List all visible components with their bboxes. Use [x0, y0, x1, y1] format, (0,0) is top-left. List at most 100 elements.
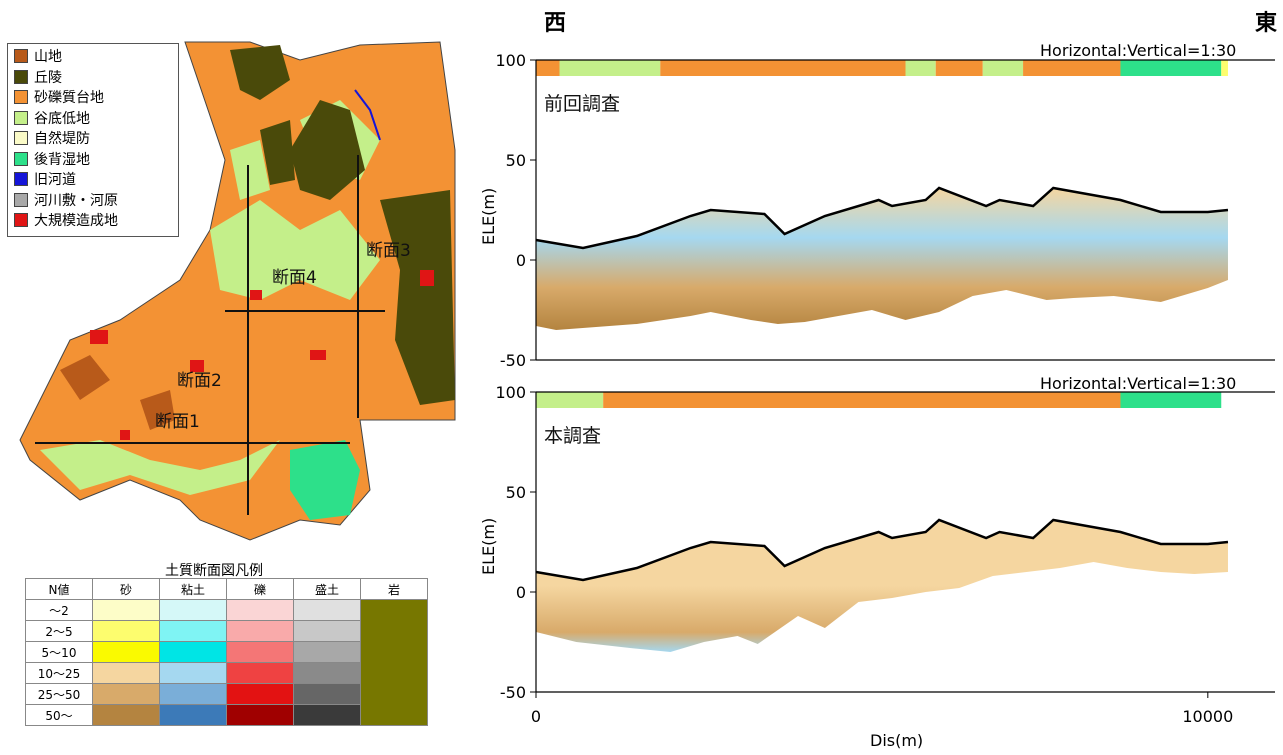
ground-surface-line	[535, 186, 1229, 250]
legend-item: 丘陵	[14, 68, 62, 86]
soil-color-cell	[159, 704, 227, 726]
soil-color-cell	[92, 662, 160, 684]
panel-title-bottom: 本調査	[544, 425, 601, 447]
legend-item: 河川敷・河原	[14, 191, 118, 209]
legend-swatch	[14, 131, 28, 145]
map-valley-lowland	[210, 200, 380, 300]
soil-color-cell	[293, 599, 361, 621]
soil-legend: 土質断面図凡例 N値砂粘土礫盛土岩 ～2 2～5 5～10 10～25 25～50 50～	[25, 560, 435, 746]
soil-color-cell	[159, 683, 227, 705]
soil-legend-header: 粘土	[159, 578, 227, 600]
soil-legend-table: N値砂粘土礫盛土岩 ～2 2～5 5～10 10～25 25～50 50～	[25, 578, 428, 726]
map-mountain	[140, 390, 175, 430]
section-label-1: 断面1	[155, 412, 200, 432]
soil-color-cell	[226, 662, 294, 684]
y-tick-label: 50	[506, 483, 526, 502]
geomorphology-bar-segment	[982, 60, 1024, 76]
soil-color-cell	[92, 599, 160, 621]
map-developed-land	[90, 330, 108, 344]
legend-label: 砂礫質台地	[34, 90, 104, 106]
n-value-cell: 50～	[25, 704, 93, 726]
soil-color-cell	[293, 704, 361, 726]
geomorphology-bar-segment	[603, 392, 1121, 408]
legend-swatch	[14, 213, 28, 227]
geomorphology-bar-segment	[559, 60, 661, 76]
map-developed-land	[310, 350, 326, 360]
geomorphology-map: 断面1 断面2 断面3 断面4 山地丘陵砂礫質台地谷底低地自然堤防後背湿地旧河道…	[0, 0, 460, 560]
soil-color-cell	[92, 641, 160, 663]
soil-color-cell	[293, 683, 361, 705]
soil-legend-header: 盛土	[293, 578, 361, 600]
x-tick-label: 0	[531, 707, 541, 726]
y-tick-label: 100	[495, 51, 526, 70]
map-hills	[230, 45, 290, 100]
subsurface-area	[536, 188, 1228, 330]
soil-legend-row: 2～5	[25, 620, 428, 642]
map-hills	[290, 100, 365, 200]
map-hills	[380, 190, 455, 405]
map-developed-land	[250, 290, 262, 300]
legend-item: 自然堤防	[14, 129, 90, 147]
panel-title-top: 前回調査	[544, 93, 620, 115]
section-label-3: 断面3	[366, 241, 411, 261]
legend-swatch	[14, 192, 28, 207]
soil-color-cell	[92, 704, 160, 726]
legend-label: 自然堤防	[34, 131, 90, 147]
geomorphology-bar-segment	[536, 60, 560, 76]
legend-item: 谷底低地	[14, 109, 90, 127]
legend-label: 谷底低地	[34, 110, 90, 127]
n-value-cell: 5～10	[25, 641, 93, 663]
legend-swatch	[14, 151, 28, 166]
legend-label: 旧河道	[34, 172, 76, 188]
geomorphology-bar-segment	[1120, 392, 1222, 408]
y-tick-label: 0	[516, 583, 526, 602]
legend-item: 旧河道	[14, 170, 76, 188]
map-hills	[260, 120, 295, 185]
map-canvas: 断面1 断面2 断面3 断面4	[19, 41, 456, 541]
legend-swatch	[14, 172, 28, 186]
soil-legend-title: 土質断面図凡例	[165, 563, 263, 579]
n-value-cell: 2～5	[25, 620, 93, 642]
legend-label: 河川敷・河原	[34, 192, 118, 209]
profile-chart-previous: -50 0 50 100	[495, 51, 1275, 370]
soil-color-cell	[159, 620, 227, 642]
map-developed-land	[120, 430, 130, 440]
legend-label: 丘陵	[34, 69, 62, 86]
soil-legend-header: N値	[25, 578, 93, 600]
ratio-label-bottom: Horizontal:Vertical=1:30	[1040, 374, 1236, 393]
geomorphology-bar-segment	[905, 60, 936, 76]
map-developed-land	[190, 360, 204, 372]
legend-item: 山地	[14, 47, 62, 65]
legend-item: 後背湿地	[14, 150, 90, 168]
soil-color-cell	[226, 641, 294, 663]
profiles-canvas: 西 東 Dis(m) ELE(m) ELE(m) Horizontal:Vert…	[479, 11, 1277, 750]
y-axis-label-bottom: ELE(m)	[479, 518, 498, 575]
legend-item: 大規模造成地	[14, 211, 118, 229]
soil-legend-header: 砂	[92, 578, 160, 600]
cross-section-profiles: 西 東 Dis(m) ELE(m) ELE(m) Horizontal:Vert…	[460, 0, 1283, 751]
soil-color-cell	[293, 620, 361, 642]
rock-color-cell	[360, 599, 428, 726]
x-axis-label: Dis(m)	[870, 731, 923, 750]
geomorphology-bar-segment	[1023, 60, 1121, 76]
soil-legend-header: 岩	[360, 578, 428, 600]
profile-chart-current: -50 0 50 100 0 10000	[495, 383, 1275, 726]
map-valley-lowland	[230, 140, 270, 200]
geomorphology-bar-segment	[1120, 60, 1222, 76]
n-value-cell: 25～50	[25, 683, 93, 705]
east-label: 東	[1255, 11, 1277, 36]
ratio-label-top: Horizontal:Vertical=1:30	[1040, 41, 1236, 60]
soil-color-cell	[293, 662, 361, 684]
y-tick-label: 0	[516, 251, 526, 270]
y-tick-label: -50	[500, 683, 526, 702]
section-label-4: 断面4	[272, 268, 317, 288]
soil-color-cell	[226, 704, 294, 726]
y-tick-label: 50	[506, 151, 526, 170]
legend-label: 山地	[34, 49, 62, 65]
geomorphology-bar-segment	[536, 392, 604, 408]
map-old-river	[354, 89, 381, 141]
map-mountain	[60, 355, 110, 400]
legend-label: 後背湿地	[34, 151, 90, 168]
landform-legend: 山地丘陵砂礫質台地谷底低地自然堤防後背湿地旧河道河川敷・河原大規模造成地	[7, 43, 179, 237]
soil-color-cell	[159, 641, 227, 663]
